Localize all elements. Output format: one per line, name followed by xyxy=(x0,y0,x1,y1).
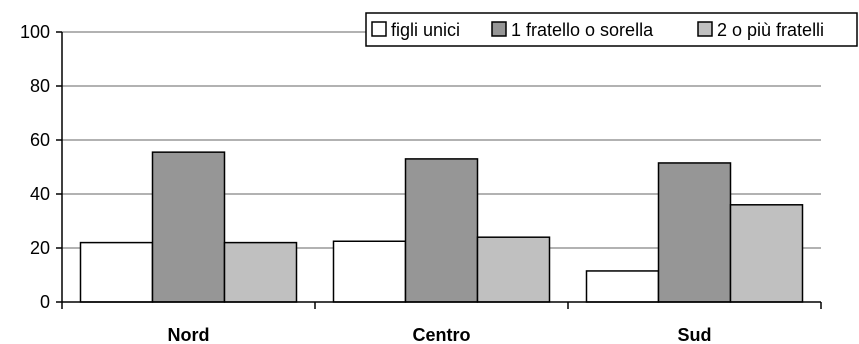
y-tick-label: 0 xyxy=(40,292,50,312)
x-category-label: Centro xyxy=(413,325,471,344)
bar-0-1 xyxy=(151,151,226,303)
y-tick-label: 100 xyxy=(20,22,50,42)
x-axis-labels: Nord Centro Sud xyxy=(168,325,712,344)
bar-0-2 xyxy=(223,241,298,303)
legend-label: figli unici xyxy=(391,20,460,40)
bar-0-0 xyxy=(79,241,154,303)
y-tick-label: 60 xyxy=(30,130,50,150)
bar-2-0 xyxy=(585,270,660,303)
bar-2-2 xyxy=(729,204,804,303)
legend-box xyxy=(365,12,858,47)
legend-swatch xyxy=(697,21,713,37)
y-tick-label: 40 xyxy=(30,184,50,204)
x-category-label: Sud xyxy=(678,325,712,344)
legend: figli unici 1 fratello o sorella 2 o più f… xyxy=(365,12,858,47)
bar-1-1 xyxy=(404,158,479,303)
legend-swatch xyxy=(371,21,387,37)
axes xyxy=(61,32,822,309)
bar-2-1 xyxy=(657,162,732,303)
bar-1-2 xyxy=(476,236,551,303)
y-tick-label: 80 xyxy=(30,76,50,96)
bars xyxy=(79,151,804,303)
legend-label: 1 fratello o sorella xyxy=(511,20,654,40)
legend-label: 2 o più fratelli xyxy=(717,20,824,40)
y-tick-label: 20 xyxy=(30,238,50,258)
legend-swatch xyxy=(491,21,507,37)
y-axis-ticks: 0 20 40 60 80 100 xyxy=(20,22,62,312)
bar-1-0 xyxy=(332,240,407,303)
x-category-label: Nord xyxy=(168,325,210,344)
